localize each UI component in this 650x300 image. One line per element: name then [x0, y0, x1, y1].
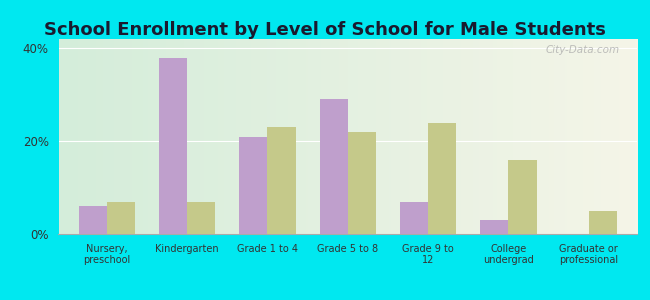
Bar: [508, 160, 536, 234]
Bar: [79, 206, 107, 234]
Bar: [428, 123, 456, 234]
Bar: [187, 202, 215, 234]
Bar: [267, 127, 296, 234]
Bar: [400, 202, 428, 234]
Bar: [107, 202, 135, 234]
Bar: [159, 58, 187, 234]
Bar: [239, 136, 267, 234]
Bar: [348, 132, 376, 234]
Bar: [480, 220, 508, 234]
Text: School Enrollment by Level of School for Male Students: School Enrollment by Level of School for…: [44, 21, 606, 39]
Text: City-Data.com: City-Data.com: [545, 45, 619, 55]
Bar: [589, 211, 617, 234]
Bar: [320, 99, 348, 234]
